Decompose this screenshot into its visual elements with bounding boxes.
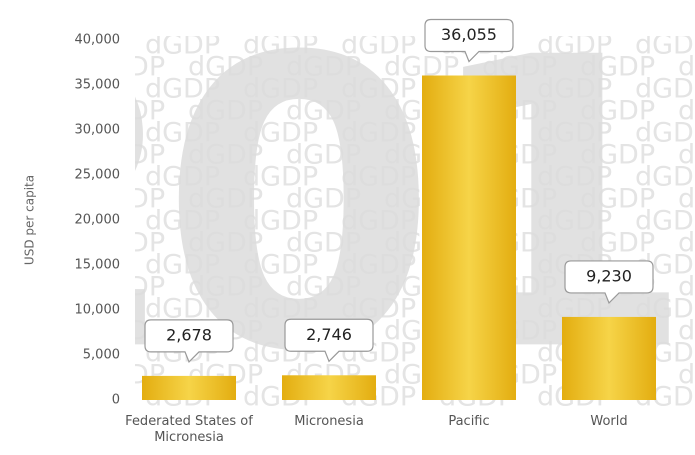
value-label: 9,230 — [586, 266, 632, 285]
value-label: 2,678 — [166, 325, 212, 344]
y-tick-label: 35,000 — [75, 78, 121, 93]
y-tick-label: 0 — [112, 393, 120, 408]
x-tick-label: Federated States of Micronesia — [124, 414, 254, 446]
y-tick-label: 40,000 — [75, 33, 121, 48]
bar — [422, 76, 516, 400]
bar — [142, 376, 236, 400]
bar — [282, 375, 376, 400]
y-tick-label: 5,000 — [83, 348, 120, 363]
y-tick-label: 25,000 — [75, 168, 121, 183]
value-label: 2,746 — [306, 325, 352, 344]
chart-root: dGDPdGDPdGDPdGDPdGDPdGDPdGDPdGDPdGDPdGDP… — [0, 0, 695, 455]
bar — [562, 317, 656, 400]
value-label: 36,055 — [441, 25, 497, 44]
x-tick-label: Pacific — [404, 414, 534, 430]
x-tick-label: World — [544, 414, 674, 430]
x-tick-label: Micronesia — [264, 414, 394, 430]
y-axis-label: USD per capita — [23, 175, 37, 265]
y-tick-label: 30,000 — [75, 123, 121, 138]
y-tick-label: 20,000 — [75, 213, 121, 228]
y-tick-label: 10,000 — [75, 303, 121, 318]
chart: dGDPdGDPdGDPdGDPdGDPdGDPdGDPdGDPdGDPdGDP… — [0, 0, 695, 455]
y-tick-label: 15,000 — [75, 258, 121, 273]
